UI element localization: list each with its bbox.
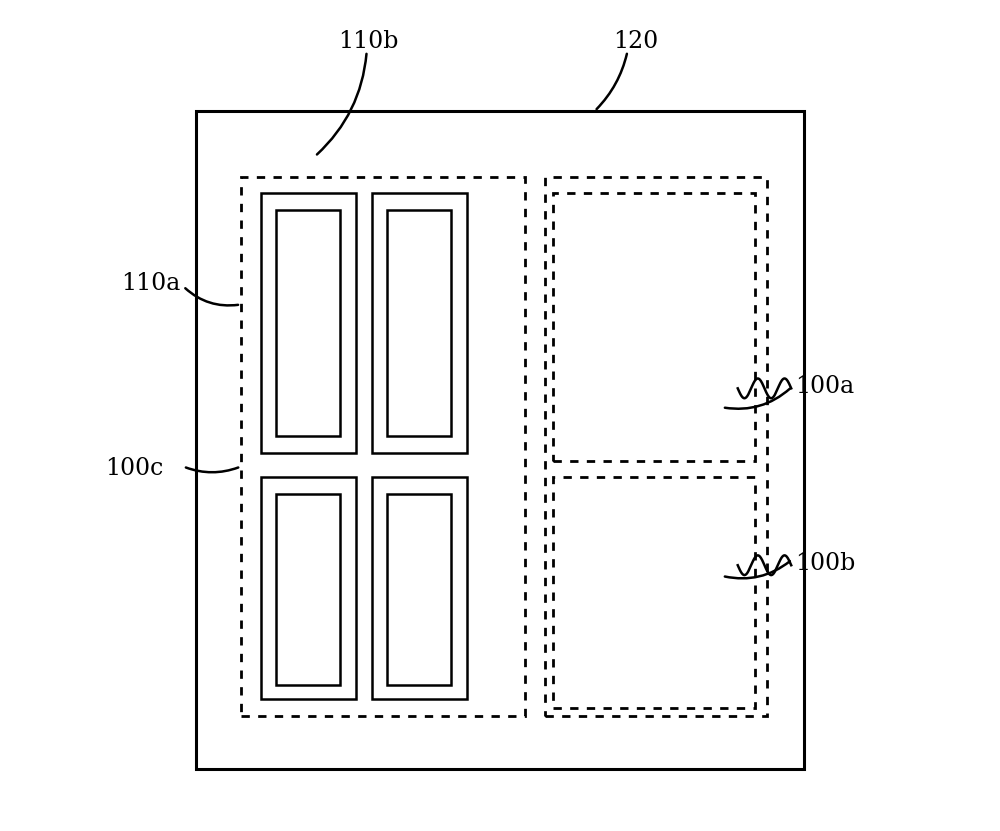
Text: 110a: 110a <box>121 273 180 295</box>
Bar <box>372 194 467 453</box>
Bar <box>276 210 340 436</box>
Bar <box>545 177 767 715</box>
Text: 110b: 110b <box>338 30 399 52</box>
Bar <box>241 177 525 715</box>
Bar <box>553 477 755 707</box>
Bar <box>276 494 340 685</box>
Bar <box>372 477 467 700</box>
Bar <box>261 477 356 700</box>
Bar <box>196 111 804 770</box>
Bar <box>553 194 755 460</box>
Bar <box>261 194 356 453</box>
Text: 100a: 100a <box>795 376 855 398</box>
Bar <box>387 494 451 685</box>
Text: 100b: 100b <box>795 552 855 575</box>
Text: 100c: 100c <box>105 458 163 480</box>
Bar <box>387 210 451 436</box>
Text: 120: 120 <box>613 30 658 52</box>
